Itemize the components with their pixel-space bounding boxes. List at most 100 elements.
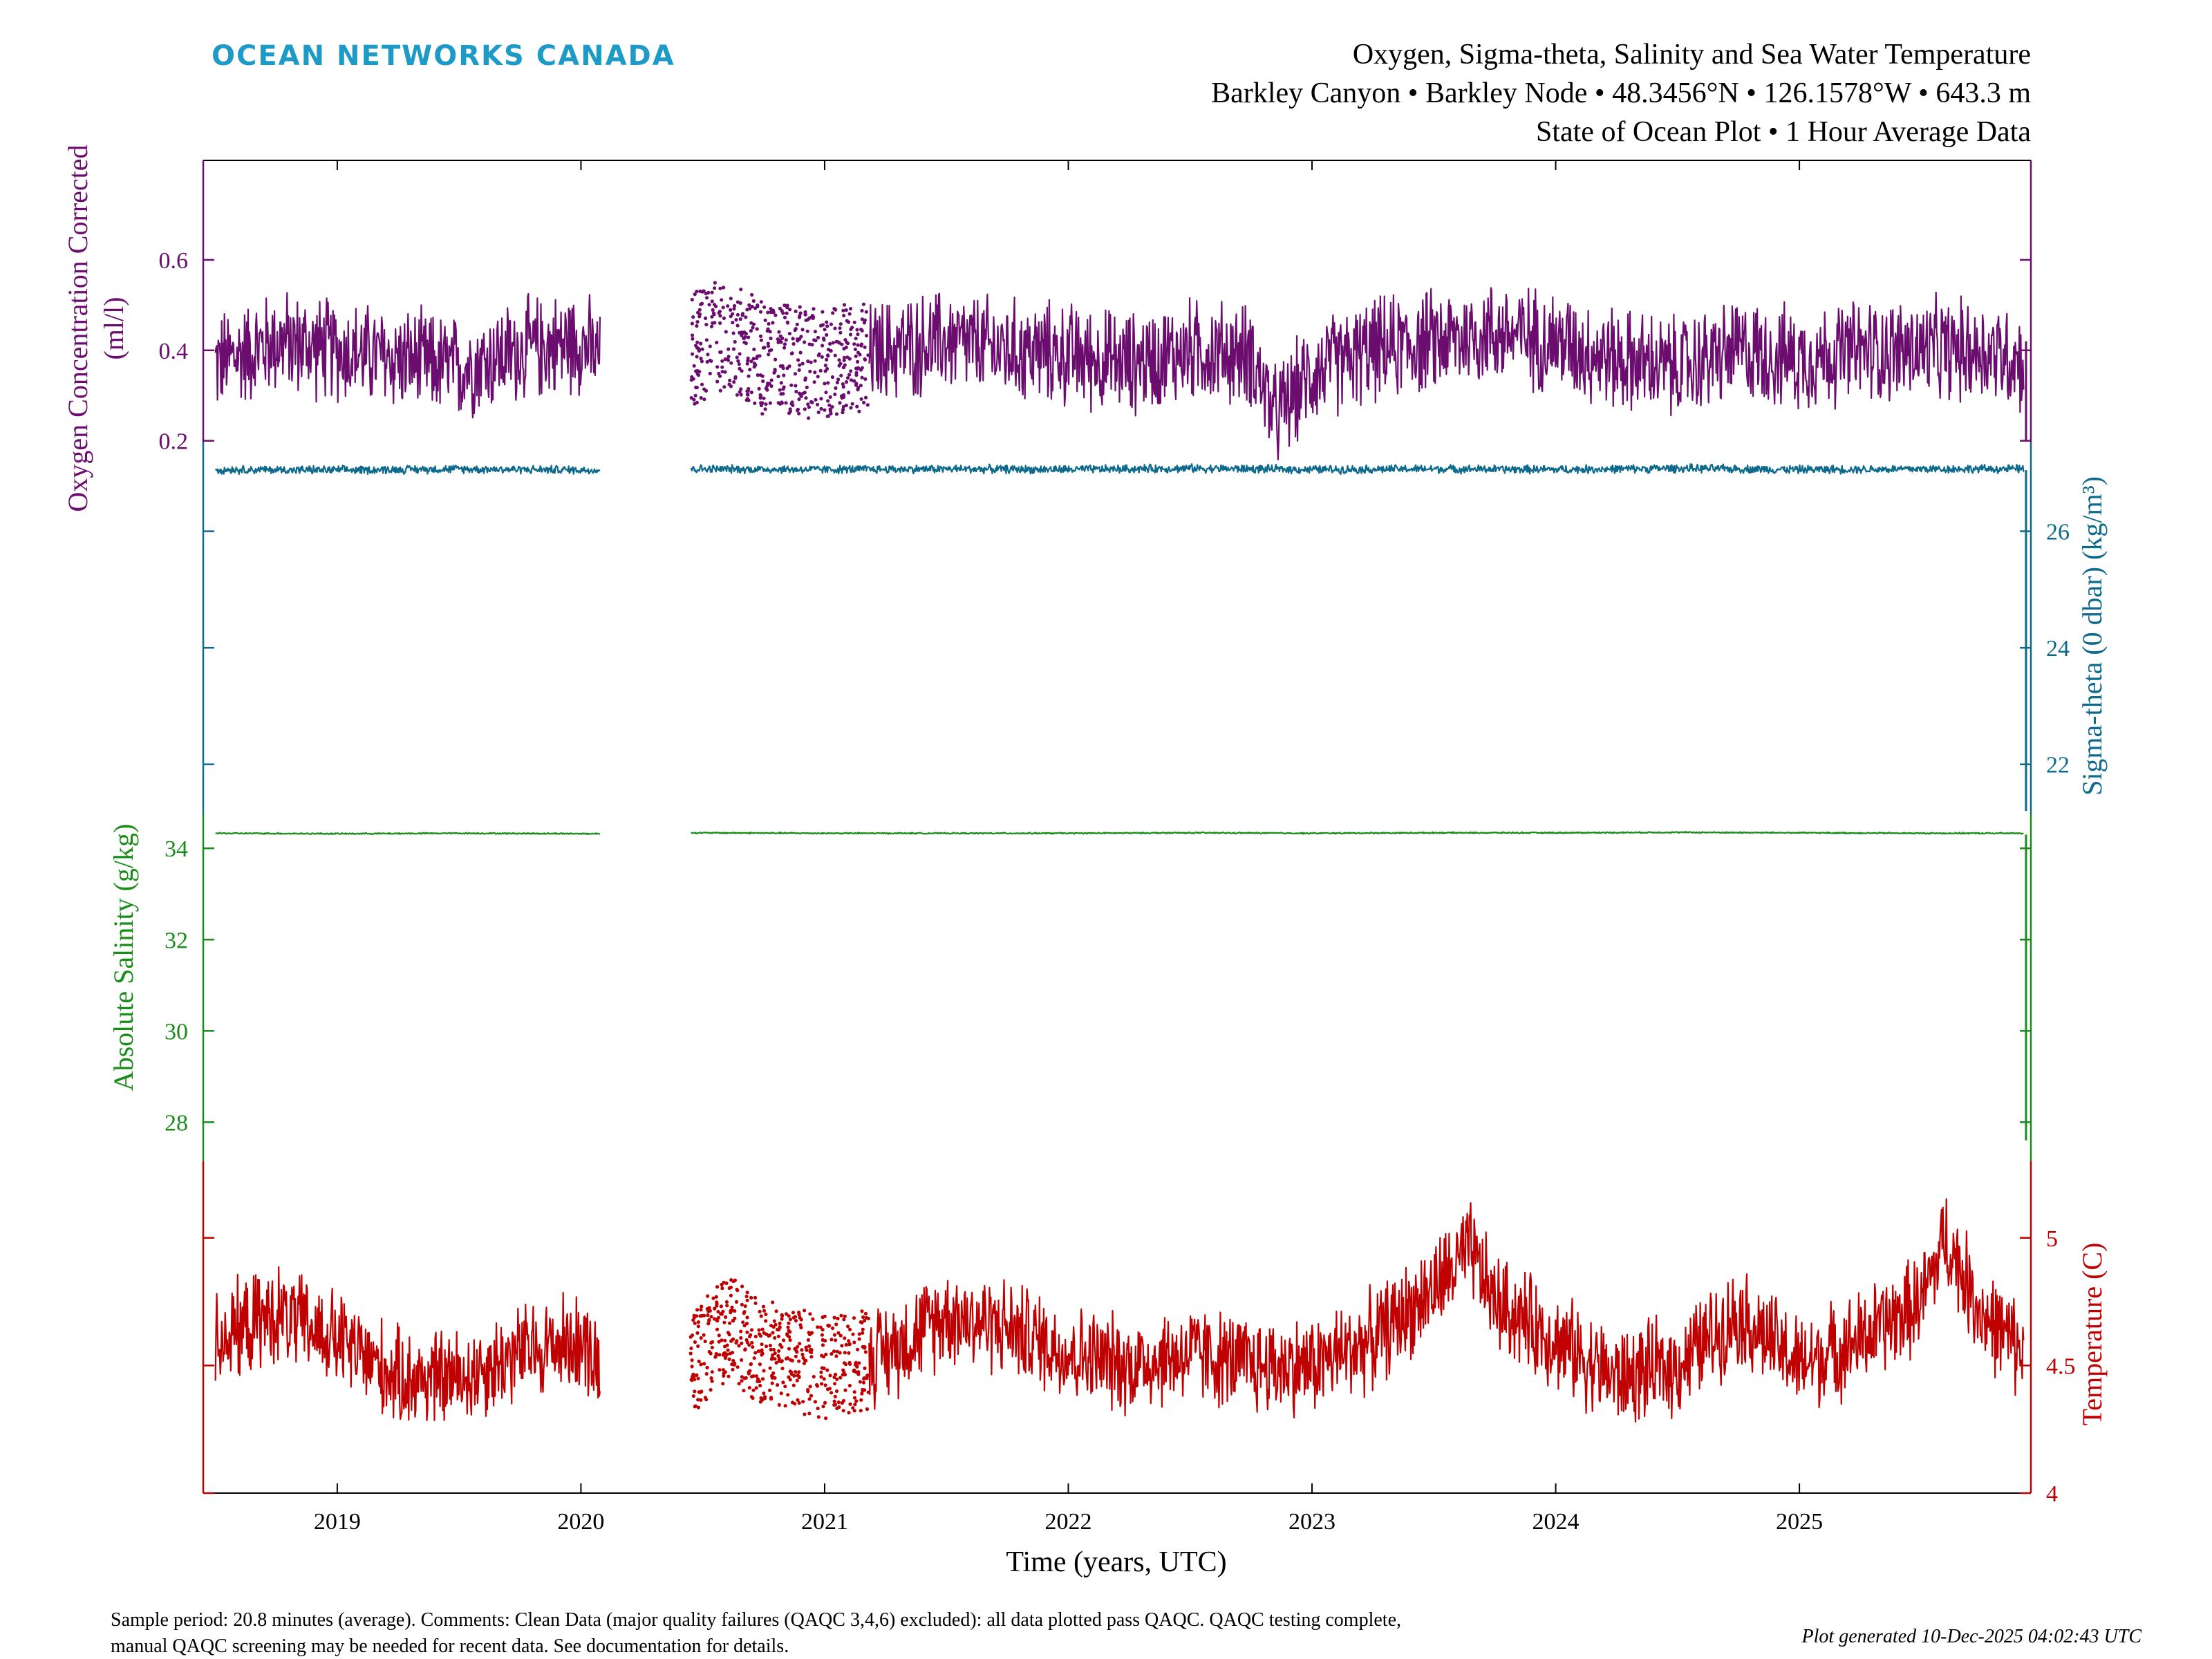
temperature-point — [819, 1375, 823, 1379]
temperature-point — [803, 1309, 807, 1313]
footer-generated: Plot generated 10-Dec-2025 04:02:43 UTC — [1801, 1626, 2142, 1647]
oxygen-point — [704, 292, 708, 296]
oxygen-point — [715, 365, 720, 369]
oxygen-point — [751, 357, 756, 361]
oxygen-point — [844, 380, 849, 384]
temperature-point — [808, 1312, 812, 1316]
oxygen-point — [697, 308, 702, 312]
temperature-point — [836, 1316, 840, 1321]
oxygen-point — [752, 347, 756, 351]
temperature-point — [794, 1370, 798, 1374]
oxygen-point — [777, 330, 781, 334]
oxygen-series — [214, 281, 2025, 460]
temperature-point — [697, 1359, 701, 1363]
oxygen-point — [780, 336, 785, 340]
oxygen-point — [850, 402, 854, 406]
temperature-point — [843, 1388, 847, 1392]
temperature-point — [822, 1377, 826, 1381]
temperature-point — [842, 1318, 846, 1322]
oxygen-point — [821, 323, 825, 327]
oxygen-point — [778, 388, 782, 392]
oxygen-point — [785, 306, 789, 310]
temperature-point — [784, 1312, 789, 1316]
temperature-line — [214, 1198, 2025, 1423]
oxygen-point — [838, 322, 843, 326]
temperature-point — [833, 1394, 837, 1398]
oxygen-point — [738, 390, 742, 394]
oxygen-point — [720, 298, 724, 302]
temperature-point — [825, 1387, 830, 1391]
oxygen-point — [740, 369, 744, 373]
temperature-point — [777, 1403, 781, 1407]
oxygen-point — [813, 359, 817, 363]
temperature-point — [819, 1370, 823, 1374]
oxygen-point — [767, 321, 771, 326]
temperature-point — [748, 1334, 752, 1339]
oxygen-point — [811, 316, 815, 320]
temperature-point — [790, 1400, 795, 1405]
oxygen-axis-title-line: Oxygen Concentration Corrected — [62, 145, 93, 512]
oxygen-point — [695, 346, 700, 350]
oxygen-point — [819, 397, 823, 401]
temperature-point — [809, 1355, 814, 1359]
oxygen-point — [756, 354, 760, 359]
oxygen-point — [833, 353, 837, 357]
oxygen-point — [705, 359, 709, 364]
oxygen-point — [705, 296, 709, 300]
oxygen-point — [781, 311, 785, 315]
temperature-point — [740, 1284, 744, 1288]
oxygen-point — [812, 307, 816, 311]
oxygen-point — [855, 404, 859, 409]
oxygen-point — [793, 372, 798, 376]
temperature-point — [797, 1311, 801, 1315]
oxygen-point — [803, 407, 807, 411]
temperature-point — [706, 1322, 711, 1326]
oxygen-point — [735, 393, 739, 397]
temperature-point — [843, 1336, 847, 1340]
temperature-point — [700, 1389, 704, 1394]
oxygen-point — [800, 362, 805, 366]
temperature-point — [773, 1357, 777, 1361]
oxygen-point — [699, 302, 703, 306]
oxygen-point — [853, 347, 857, 351]
oxygen-point — [726, 304, 730, 308]
salinity-axis-title-line: Absolute Salinity (g/kg) — [108, 824, 139, 1091]
brand-logo-text: OCEAN NETWORKS CANADA — [212, 40, 675, 72]
temperature-point — [834, 1322, 838, 1327]
oxygen-point — [839, 373, 843, 377]
temperature-point — [758, 1362, 762, 1367]
oxygen-point — [779, 340, 783, 344]
temperature-point — [797, 1359, 801, 1363]
temperature-point — [714, 1295, 718, 1299]
oxygen-point — [856, 350, 861, 355]
temperature-point — [737, 1344, 741, 1348]
temperature-point — [720, 1282, 724, 1287]
oxygen-point — [809, 360, 813, 364]
oxygen-point — [711, 308, 715, 312]
oxygen-point — [713, 286, 717, 290]
oxygen-point — [702, 397, 706, 402]
temperature-point — [791, 1315, 796, 1320]
oxygen-point — [762, 396, 766, 400]
temperature-point — [833, 1403, 838, 1407]
temperature-point — [758, 1309, 762, 1313]
oxygen-point — [779, 392, 783, 396]
oxygen-point — [707, 303, 711, 307]
temperature-point — [688, 1335, 693, 1339]
temperature-point — [835, 1406, 839, 1410]
temperature-point — [718, 1353, 722, 1357]
oxygen-point — [695, 340, 700, 344]
oxygen-point — [838, 401, 842, 405]
temperature-point — [841, 1409, 845, 1413]
temperature-point — [855, 1364, 859, 1368]
oxygen-point — [782, 373, 786, 377]
oxygen-point — [766, 344, 771, 348]
oxygen-point — [731, 331, 735, 335]
temperature-point — [708, 1309, 712, 1313]
temperature-point — [729, 1293, 733, 1297]
oxygen-point — [776, 401, 780, 405]
oxygen-point — [717, 311, 721, 315]
oxygen-point — [726, 358, 731, 362]
oxygen-point — [771, 321, 775, 325]
oxygen-point — [798, 350, 803, 355]
